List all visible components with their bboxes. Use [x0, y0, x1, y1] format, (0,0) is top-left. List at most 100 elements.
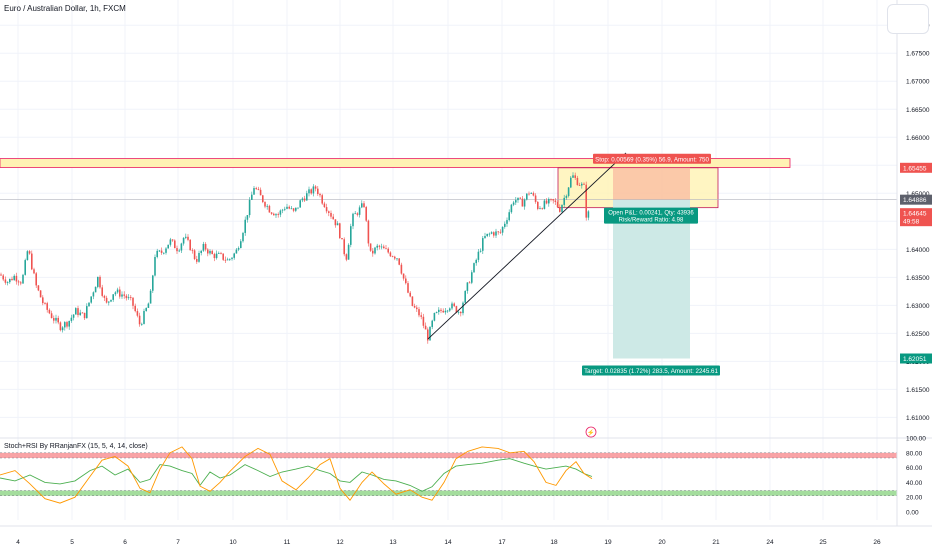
candle-body	[86, 306, 88, 319]
candle-body	[132, 297, 134, 306]
trendline[interactable]	[427, 152, 627, 340]
candle-body	[497, 231, 499, 233]
candle-body	[409, 292, 411, 297]
candle-body	[169, 239, 172, 245]
candle-body	[398, 258, 400, 265]
candle-body	[554, 200, 557, 202]
candle-body	[330, 212, 332, 217]
candle-body	[523, 199, 526, 207]
candle-body	[453, 303, 455, 307]
candle-body	[141, 323, 143, 325]
time-tick-label: 10	[229, 539, 237, 546]
target-price-label: 1.62051	[903, 356, 927, 363]
lightning-icon: ⚡	[587, 429, 594, 437]
time-tick-label: 7	[176, 539, 180, 546]
candle-body	[306, 193, 308, 201]
time-tick-label: 11	[284, 539, 291, 546]
candle-body	[191, 250, 194, 252]
candle-body	[26, 251, 29, 261]
candle-body	[108, 301, 110, 303]
candle-body	[372, 250, 374, 254]
candle-body	[442, 310, 444, 313]
candle-body	[468, 282, 471, 284]
candle-body	[482, 238, 484, 251]
candle-body	[130, 297, 132, 298]
candle-body	[116, 289, 119, 293]
candle-body	[394, 256, 396, 259]
candle-body	[440, 309, 442, 311]
time-tick-label: 18	[550, 539, 558, 546]
candle-body	[119, 289, 121, 297]
candle-body	[88, 302, 90, 307]
candle-body	[541, 208, 543, 210]
candle-body	[284, 208, 286, 210]
candle-body	[154, 257, 156, 276]
candle-body	[64, 322, 66, 328]
candle-body	[220, 253, 222, 254]
indicator-title[interactable]: Stoch+RSI By RRanjanFX (15, 5, 4, 14, cl…	[4, 443, 148, 450]
candle-body	[273, 213, 275, 216]
candle-body	[90, 296, 92, 303]
candle-body	[486, 233, 488, 237]
candle-body	[418, 309, 420, 316]
candle-body	[438, 309, 440, 313]
candle-body	[97, 276, 99, 287]
candle-body	[204, 243, 207, 250]
symbol-title[interactable]: Euro / Australian Dollar, 1h, FXCM	[4, 4, 126, 13]
short-position-tool[interactable]	[0, 167, 897, 359]
candle-body	[68, 320, 70, 327]
candle-body	[407, 283, 409, 293]
candle-body	[242, 232, 244, 242]
candle-body	[427, 329, 429, 341]
chart-menu-button[interactable]	[887, 4, 929, 34]
candle-body	[248, 199, 251, 216]
candle-body	[462, 302, 464, 314]
candle-body	[105, 297, 108, 303]
candle-body	[158, 250, 161, 252]
candle-body	[218, 253, 220, 254]
candle-body	[537, 201, 539, 209]
entry-price-label-bg	[900, 194, 932, 205]
candle-body	[174, 240, 176, 249]
candle-body	[352, 213, 354, 227]
candle-body	[345, 254, 348, 260]
candle-body	[460, 311, 462, 314]
candle-body	[576, 177, 579, 186]
candle-body	[334, 219, 337, 226]
candle-body	[429, 326, 431, 341]
candle-body	[499, 231, 502, 233]
candle-body	[20, 282, 22, 284]
candle-body	[387, 248, 389, 253]
price-tick-label: 1.63500	[906, 275, 930, 282]
candle-body	[66, 322, 68, 327]
candle-body	[237, 248, 240, 250]
candle-body	[380, 246, 383, 248]
candle-body	[517, 197, 519, 201]
candle-body	[411, 296, 414, 306]
current-price-label-bg	[900, 208, 932, 227]
candle-body	[561, 204, 563, 212]
candle-body	[301, 198, 304, 201]
candle-body	[354, 213, 356, 215]
overbought-band	[0, 452, 897, 458]
candle-body	[6, 282, 9, 283]
candle-body	[99, 276, 101, 288]
candle-body	[585, 184, 587, 218]
candle-body	[277, 214, 279, 215]
candle-body	[328, 211, 330, 213]
candle-body	[229, 258, 231, 260]
candle-body	[268, 205, 271, 213]
candle-body	[431, 320, 433, 327]
candle-body	[17, 281, 20, 283]
candle-body	[11, 278, 13, 281]
candle-body	[112, 294, 114, 300]
candle-body	[253, 188, 255, 195]
candle-body	[81, 312, 84, 314]
stop-label-bg	[593, 153, 711, 164]
candle-body	[53, 318, 55, 321]
time-tick-label: 13	[389, 539, 397, 546]
candle-body	[446, 310, 449, 312]
info-line-2: Risk/Reward Ratio: 4.98	[619, 218, 684, 224]
candle-body	[479, 250, 482, 252]
